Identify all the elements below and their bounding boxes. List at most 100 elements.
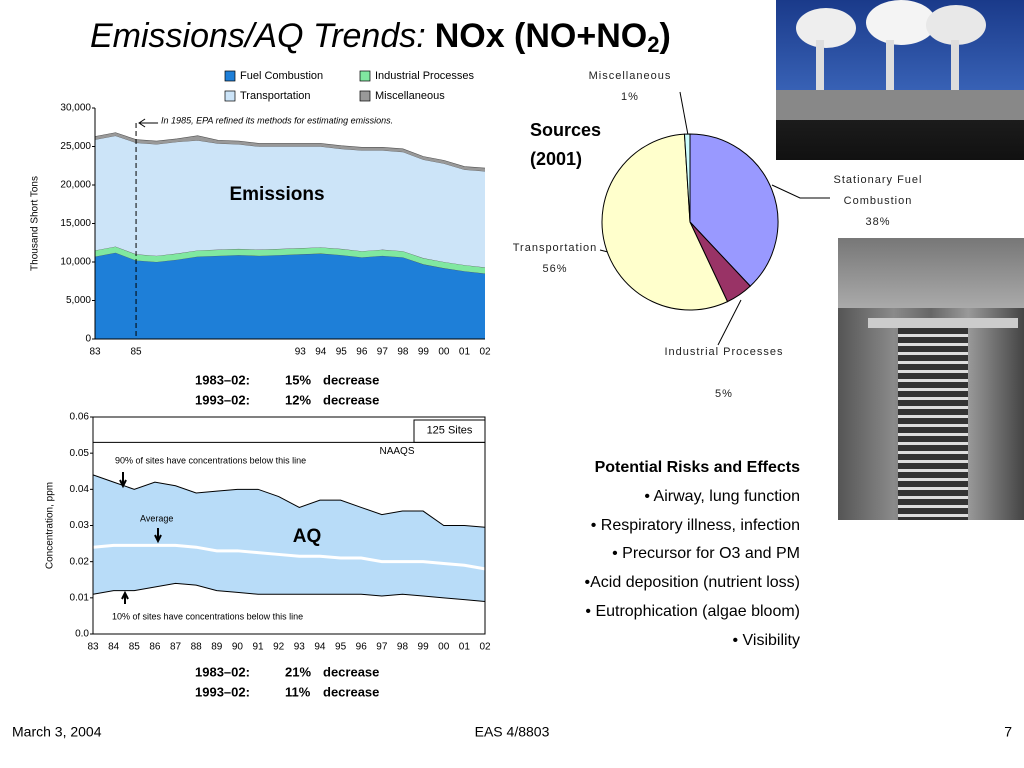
y-axis-label: Concentration, ppm: [45, 482, 56, 569]
x-tick-label: 01: [459, 642, 471, 653]
series-line: [92, 474, 486, 528]
x-tick-label: 02: [479, 642, 491, 653]
pie-leaders: [599, 91, 830, 346]
title-end: ): [659, 17, 670, 55]
sites-box: [413, 419, 486, 443]
x-tick-label: 95: [336, 347, 348, 358]
title-italic: Emissions/AQ Trends:: [90, 17, 426, 55]
y-tick-label: 0.06: [70, 412, 90, 423]
x-tick-label: 87: [170, 642, 182, 653]
summary-note: 1983–02:: [195, 664, 250, 679]
x-tick-label: 97: [377, 347, 389, 358]
x-tick-label: 00: [438, 347, 450, 358]
x-tick-label: 95: [335, 642, 347, 653]
pie-label: Transportation: [512, 242, 598, 254]
legend-swatch: [359, 70, 371, 82]
area-edge: [94, 132, 486, 169]
footer-date: March 3, 2004: [12, 724, 102, 740]
leader: [717, 299, 742, 346]
slide-title: Emissions/AQ Trends: NOx (NO+NO2): [90, 17, 671, 57]
x-tick-label: 89: [211, 642, 223, 653]
series-line: [92, 543, 486, 571]
summary-note: 1993–02:: [195, 684, 250, 699]
risk-item: • Visibility: [732, 631, 800, 649]
summary-note: decrease: [323, 684, 379, 699]
annotation-arrow: [154, 528, 162, 544]
y-tick-label: 15,000: [60, 218, 91, 229]
pie-title: Sources: [530, 120, 601, 140]
summary-note: decrease: [323, 392, 379, 407]
x-tick-label: 93: [295, 347, 307, 358]
summary-note: decrease: [323, 664, 379, 679]
leader: [771, 184, 830, 199]
legend-swatch: [359, 90, 371, 102]
legend-label: Fuel Combustion: [240, 70, 323, 82]
x-tick-label: 02: [479, 347, 491, 358]
chart-label: Emissions: [229, 184, 324, 205]
series-line: [92, 582, 486, 602]
pie-slice: [689, 133, 779, 287]
x-tick-label: 94: [314, 642, 326, 653]
arrow: [138, 118, 159, 128]
risk-item: • Airway, lung function: [644, 488, 800, 505]
pie-value-label: 1%: [621, 91, 639, 103]
x-tick-label: 85: [129, 642, 141, 653]
pie-slice: [601, 133, 729, 311]
annotation: 10% of sites have concentrations below t…: [112, 611, 303, 621]
y-tick-label: 0.04: [70, 484, 90, 495]
title-bold: NOx (NO+NO: [435, 17, 648, 55]
x-tick-label: 83: [87, 642, 99, 653]
footer-course: EAS 4/8803: [475, 724, 550, 740]
pie-label: Stationary Fuel Combustion: [833, 174, 923, 207]
range-band: [93, 474, 485, 602]
annotation: Average: [140, 513, 173, 523]
footer-page: 7: [1004, 724, 1012, 740]
legend-label: Industrial Processes: [375, 70, 475, 82]
x-tick-label: 85: [130, 347, 142, 358]
summary-note: 15%: [285, 372, 311, 387]
summary-note: decrease: [323, 372, 379, 387]
pie-slice: [683, 133, 691, 223]
annotation-arrow: [121, 590, 129, 604]
x-tick-label: 88: [191, 642, 203, 653]
x-tick-label: 00: [438, 642, 450, 653]
x-tick-label: 96: [356, 347, 368, 358]
plot-frame: [92, 416, 486, 635]
risk-item: • Respiratory illness, infection: [590, 516, 800, 534]
summary-note: 11%: [285, 684, 311, 699]
power-plant-photo: [776, 0, 1024, 160]
risk-item: •Acid deposition (nutrient loss): [584, 574, 800, 592]
risks-heading: Potential Risks and Effects: [594, 459, 800, 476]
x-tick-label: 99: [418, 642, 430, 653]
x-tick-label: 90: [232, 642, 244, 653]
legend-label: Miscellaneous: [375, 90, 445, 102]
pie-value-label: 38%: [865, 216, 891, 228]
annotation: 90% of sites have concentrations below t…: [115, 455, 306, 465]
area-segment: [95, 246, 485, 274]
summary-note: 1983–02:: [195, 372, 250, 387]
risk-item: • Precursor for O3 and PM: [612, 545, 800, 563]
pie-value-label: 56%: [542, 263, 568, 275]
pie-value-label: 5%: [715, 388, 733, 400]
reference-label: NAAQS: [379, 446, 414, 457]
x-tick-label: 83: [89, 347, 101, 358]
summary-note: 12%: [285, 392, 311, 407]
legend-swatch: [224, 90, 236, 102]
highway-photo: [838, 238, 1024, 520]
x-tick-label: 84: [108, 642, 120, 653]
y-tick-label: 0.02: [70, 556, 90, 567]
y-tick-label: 0.0: [75, 629, 89, 640]
x-tick-label: 93: [294, 642, 306, 653]
x-tick-label: 94: [315, 347, 327, 358]
y-tick-label: 5,000: [66, 295, 91, 306]
y-tick-label: 25,000: [60, 141, 91, 152]
y-tick-label: 30,000: [60, 103, 91, 114]
legend-swatch: [224, 70, 236, 82]
x-tick-label: 98: [397, 642, 409, 653]
x-tick-label: 97: [376, 642, 388, 653]
sites-label: 125 Sites: [427, 425, 473, 437]
y-tick-label: 0.05: [70, 448, 90, 459]
area-segment: [95, 132, 485, 172]
